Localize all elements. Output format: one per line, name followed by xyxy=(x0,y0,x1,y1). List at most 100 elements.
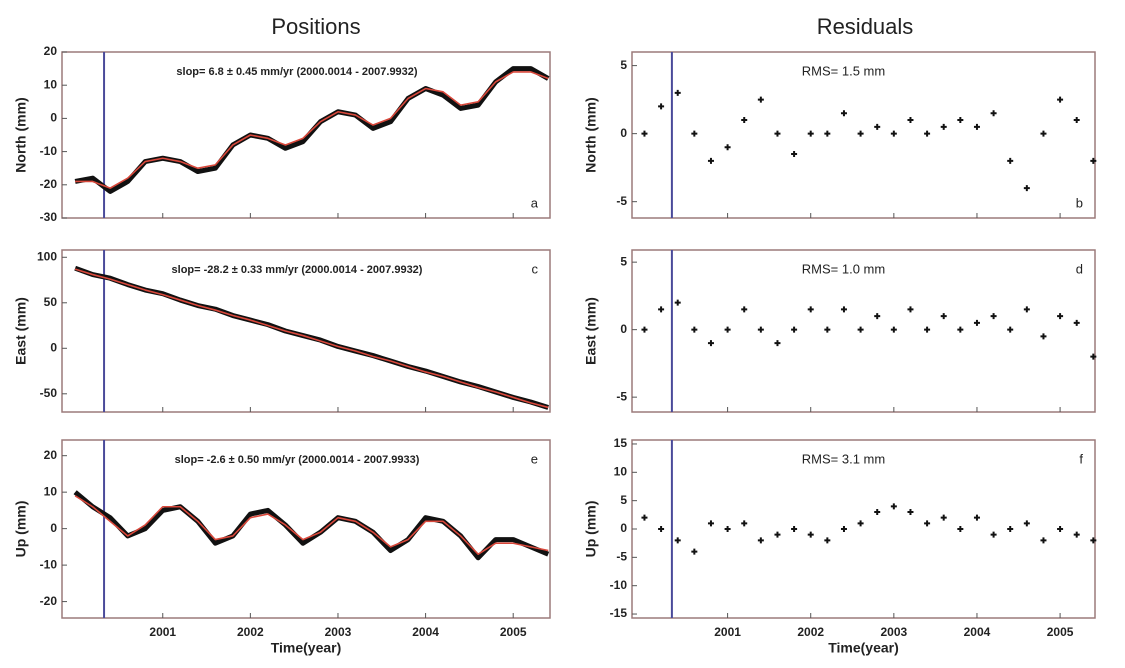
fit-line xyxy=(74,495,549,555)
point xyxy=(990,313,997,320)
y-tick-label: -20 xyxy=(40,594,58,608)
y-tick-label: 5 xyxy=(620,254,627,268)
plot-frame xyxy=(61,439,551,619)
point xyxy=(757,537,764,544)
annotation: RMS= 1.5 mm xyxy=(802,63,885,78)
point xyxy=(807,531,814,538)
point xyxy=(1057,313,1064,320)
point xyxy=(957,326,964,333)
plot-frame xyxy=(631,51,1096,219)
point xyxy=(774,130,781,137)
point xyxy=(874,313,881,320)
point xyxy=(874,508,881,515)
x-tick-label: 2002 xyxy=(237,625,264,639)
panel-label: d xyxy=(1076,261,1083,276)
point xyxy=(791,151,798,158)
x-tick-label: 2003 xyxy=(325,625,352,639)
point xyxy=(691,326,698,333)
y-tick-label: 50 xyxy=(44,295,58,309)
point xyxy=(1090,157,1097,164)
point xyxy=(741,306,748,313)
point xyxy=(1040,333,1047,340)
point xyxy=(691,548,698,555)
point xyxy=(724,326,731,333)
point xyxy=(774,340,781,347)
x-tick-label: 2001 xyxy=(714,625,741,639)
point xyxy=(824,326,831,333)
point xyxy=(707,520,714,527)
y-tick-label: -10 xyxy=(40,144,58,158)
y-axis-label: Up (mm) xyxy=(13,501,29,558)
point xyxy=(1073,531,1080,538)
point xyxy=(940,514,947,521)
fit-line xyxy=(74,268,549,409)
point xyxy=(890,503,897,510)
x-tick-label: 2004 xyxy=(964,625,991,639)
point xyxy=(641,514,648,521)
y-tick-label: -50 xyxy=(40,386,58,400)
point xyxy=(940,313,947,320)
annotation: RMS= 3.1 mm xyxy=(802,451,885,466)
point xyxy=(1057,526,1064,532)
point xyxy=(1040,130,1047,137)
point xyxy=(924,520,931,527)
point xyxy=(957,526,964,532)
y-tick-label: 0 xyxy=(50,521,57,535)
point xyxy=(940,123,947,130)
point xyxy=(840,110,847,117)
point xyxy=(907,508,914,515)
y-tick-label: -20 xyxy=(40,177,58,191)
y-tick-label: -15 xyxy=(610,606,628,620)
y-tick-label: 20 xyxy=(44,448,58,462)
x-tick-label: 2005 xyxy=(1047,625,1074,639)
point xyxy=(824,130,831,137)
panel-label: a xyxy=(531,195,539,210)
plot-frame xyxy=(631,439,1096,619)
point xyxy=(890,130,897,137)
plot-frame xyxy=(61,249,551,413)
y-tick-label: 5 xyxy=(620,493,627,507)
point xyxy=(924,326,931,333)
point xyxy=(724,526,731,532)
y-axis-label: Up (mm) xyxy=(583,501,599,558)
x-axis-label: Time(year) xyxy=(271,640,342,656)
point xyxy=(1007,157,1014,164)
point xyxy=(857,520,864,527)
annotation: slop= 6.8 ± 0.45 mm/yr (2000.0014 - 2007… xyxy=(176,66,418,78)
y-tick-label: -30 xyxy=(40,210,58,224)
point xyxy=(907,306,914,313)
point xyxy=(973,514,980,521)
point xyxy=(658,306,665,313)
y-axis-label: North (mm) xyxy=(13,97,29,172)
point xyxy=(1073,117,1080,124)
point xyxy=(907,117,914,124)
point xyxy=(990,110,997,117)
point xyxy=(1007,326,1014,333)
y-tick-label: 10 xyxy=(614,464,628,478)
y-tick-label: 0 xyxy=(620,521,627,535)
point xyxy=(957,117,964,124)
x-tick-label: 2002 xyxy=(797,625,824,639)
annotation: slop= -2.6 ± 0.50 mm/yr (2000.0014 - 200… xyxy=(175,454,420,466)
point xyxy=(990,531,997,538)
point xyxy=(924,130,931,137)
y-tick-label: -5 xyxy=(616,389,627,403)
y-axis-label: East (mm) xyxy=(13,297,29,365)
point xyxy=(1090,537,1097,544)
point xyxy=(1023,185,1030,192)
point xyxy=(840,526,847,532)
point xyxy=(641,326,648,333)
fit-line xyxy=(75,71,549,189)
column-title: Residuals xyxy=(817,14,914,39)
point xyxy=(1007,526,1014,532)
point xyxy=(1023,520,1030,527)
panel-label: e xyxy=(531,451,538,466)
y-tick-label: 0 xyxy=(50,111,57,125)
y-tick-label: 100 xyxy=(37,249,57,263)
point xyxy=(741,117,748,124)
annotation: RMS= 1.0 mm xyxy=(802,261,885,276)
y-tick-label: 20 xyxy=(44,44,58,58)
panel-label: b xyxy=(1076,195,1083,210)
point xyxy=(1090,353,1097,360)
